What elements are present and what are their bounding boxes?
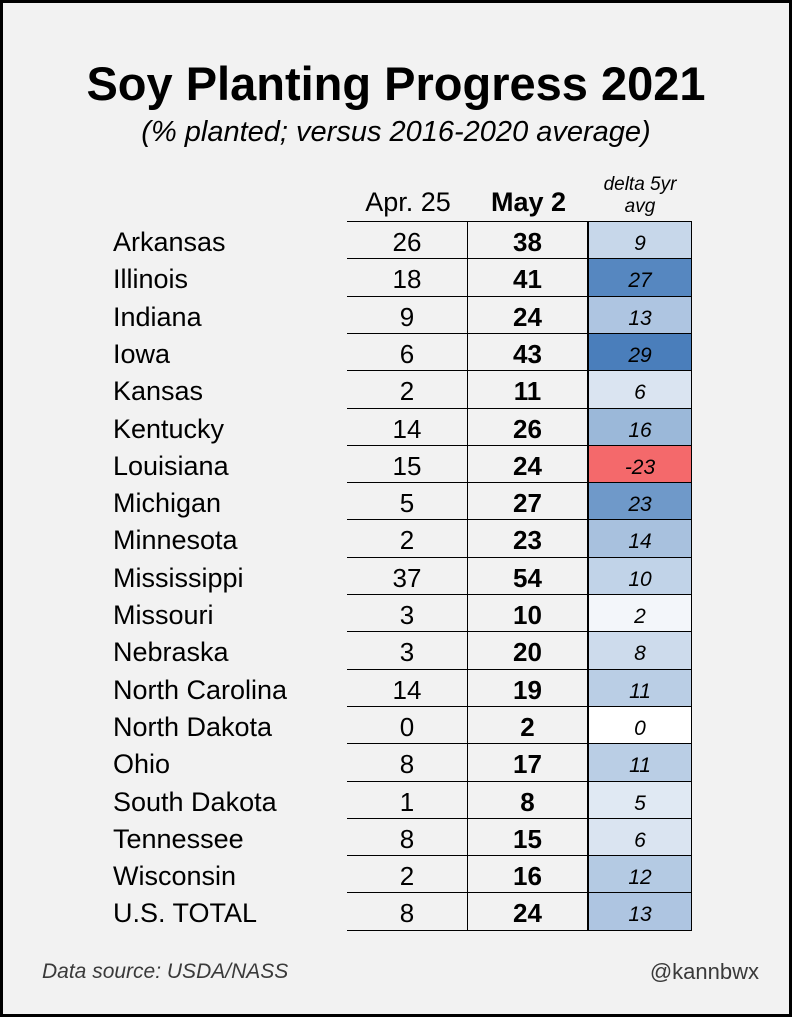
row-state-label: Minnesota <box>113 525 238 555</box>
cell-delta-5yr-avg: 6 <box>588 370 692 408</box>
cell-apr25: 1 <box>347 781 468 818</box>
row-state-label: Tennessee <box>113 824 244 854</box>
cell-may2: 27 <box>468 482 588 519</box>
cell-apr25: 8 <box>347 892 468 930</box>
cell-delta-5yr-avg: 11 <box>588 743 692 781</box>
chart-subtitle: (% planted; versus 2016-2020 average) <box>141 116 651 148</box>
column-header-delta-line2: avg <box>624 196 656 217</box>
cell-may2: 43 <box>468 333 588 370</box>
cell-may2: 19 <box>468 669 588 706</box>
cell-delta-5yr-avg: 8 <box>588 631 692 669</box>
cell-may2: 17 <box>468 743 588 781</box>
row-state-label: North Carolina <box>113 675 288 705</box>
row-state-label: Wisconsin <box>113 861 237 891</box>
cell-delta-5yr-avg: 2 <box>588 594 692 631</box>
column-header-may2: May 2 <box>490 187 567 217</box>
row-state-label: North Dakota <box>113 712 273 742</box>
row-state-label: Kansas <box>113 376 204 406</box>
cell-delta-5yr-avg: 14 <box>588 519 692 557</box>
cell-apr25: 9 <box>347 296 468 333</box>
cell-may2: 20 <box>468 631 588 669</box>
cell-apr25: 26 <box>347 221 468 258</box>
table-bottom-border <box>347 930 692 931</box>
row-state-label: Michigan <box>113 488 222 518</box>
cell-delta-5yr-avg: 16 <box>588 408 692 445</box>
cell-may2: 24 <box>468 892 588 930</box>
cell-may2: 23 <box>468 519 588 557</box>
cell-delta-5yr-avg: 29 <box>588 333 692 370</box>
row-state-label: Kentucky <box>113 414 225 444</box>
cell-may2: 38 <box>468 221 588 258</box>
row-state-label: Ohio <box>113 749 171 779</box>
row-state-label: Nebraska <box>113 637 229 667</box>
cell-delta-5yr-avg: 5 <box>588 781 692 818</box>
cell-delta-5yr-avg: 13 <box>588 892 692 930</box>
row-state-label: South Dakota <box>113 787 277 817</box>
row-state-label: Missouri <box>113 600 214 630</box>
cell-apr25: 3 <box>347 631 468 669</box>
cell-apr25: 0 <box>347 706 468 743</box>
cell-apr25: 5 <box>347 482 468 519</box>
column-header-delta-line1: delta 5yr <box>603 174 677 195</box>
cell-delta-5yr-avg: -23 <box>588 445 692 482</box>
cell-apr25: 14 <box>347 669 468 706</box>
row-state-label: Indiana <box>113 302 202 332</box>
cell-may2: 24 <box>468 296 588 333</box>
cell-may2: 8 <box>468 781 588 818</box>
cell-delta-5yr-avg: 27 <box>588 258 692 296</box>
cell-may2: 2 <box>468 706 588 743</box>
cell-delta-5yr-avg: 10 <box>588 557 692 594</box>
cell-delta-5yr-avg: 23 <box>588 482 692 519</box>
row-state-label: Iowa <box>113 339 171 369</box>
cell-may2: 10 <box>468 594 588 631</box>
cell-may2: 16 <box>468 855 588 892</box>
cell-apr25: 15 <box>347 445 468 482</box>
cell-delta-5yr-avg: 11 <box>588 669 692 706</box>
cell-may2: 15 <box>468 818 588 855</box>
row-state-label: Arkansas <box>113 227 226 257</box>
cell-may2: 24 <box>468 445 588 482</box>
cell-delta-5yr-avg: 0 <box>588 706 692 743</box>
cell-apr25: 6 <box>347 333 468 370</box>
cell-apr25: 3 <box>347 594 468 631</box>
row-state-label: Mississippi <box>113 563 244 593</box>
cell-apr25: 8 <box>347 743 468 781</box>
cell-apr25: 2 <box>347 519 468 557</box>
row-state-label: Illinois <box>113 264 189 294</box>
cell-may2: 26 <box>468 408 588 445</box>
cell-apr25: 37 <box>347 557 468 594</box>
cell-apr25: 2 <box>347 370 468 408</box>
data-source-note: Data source: USDA/NASS <box>42 960 289 983</box>
author-handle: @kannbwx <box>649 959 759 984</box>
cell-may2: 41 <box>468 258 588 296</box>
cell-delta-5yr-avg: 6 <box>588 818 692 855</box>
cell-apr25: 18 <box>347 258 468 296</box>
chart-title: Soy Planting Progress 2021 <box>86 57 706 110</box>
column-header-apr25: Apr. 25 <box>365 187 451 217</box>
row-state-label: U.S. TOTAL <box>113 898 258 928</box>
row-state-label: Louisiana <box>113 451 229 481</box>
cell-apr25: 8 <box>347 818 468 855</box>
cell-delta-5yr-avg: 12 <box>588 855 692 892</box>
cell-may2: 11 <box>468 370 588 408</box>
cell-delta-5yr-avg: 13 <box>588 296 692 333</box>
cell-apr25: 14 <box>347 408 468 445</box>
column-header-delta: delta 5yr avg <box>589 174 691 218</box>
cell-may2: 54 <box>468 557 588 594</box>
cell-apr25: 2 <box>347 855 468 892</box>
cell-delta-5yr-avg: 9 <box>588 221 692 258</box>
